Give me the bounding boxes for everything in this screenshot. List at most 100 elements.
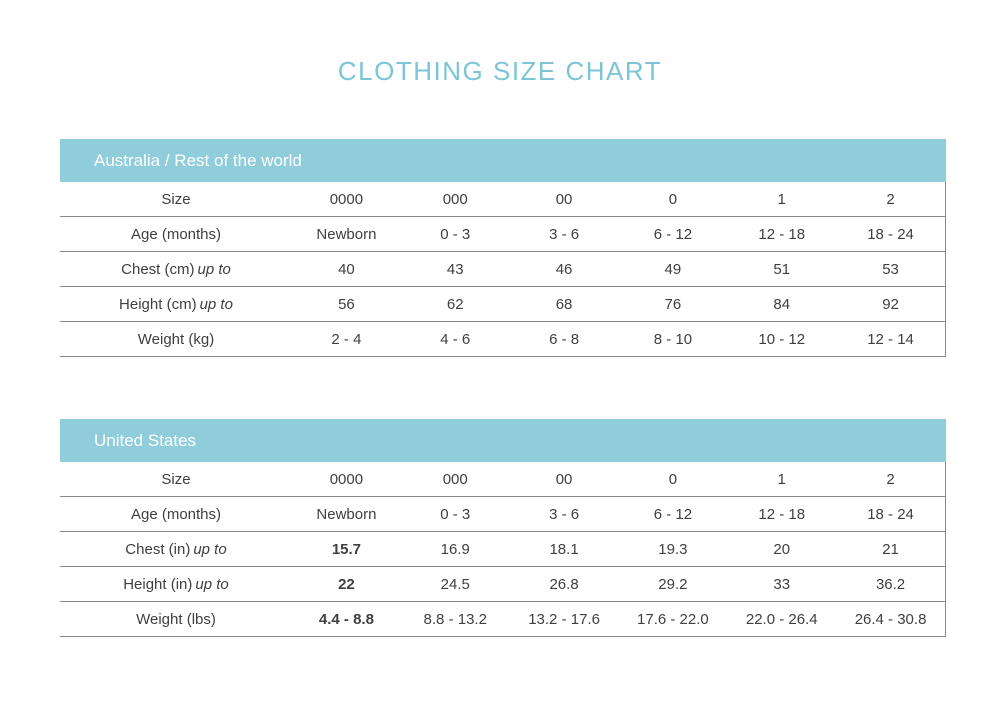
cell: 4 - 6 bbox=[440, 330, 471, 348]
cell: 76 bbox=[664, 295, 682, 313]
cell: 0 bbox=[668, 470, 678, 488]
row-label: Weight (kg) bbox=[60, 331, 292, 348]
cell: 53 bbox=[882, 260, 899, 278]
cell: 26.8 bbox=[549, 575, 579, 593]
cell: 2 bbox=[886, 190, 895, 208]
cell: 56 bbox=[338, 295, 355, 313]
row-label-text: Chest (in) bbox=[125, 540, 191, 558]
row-label: Size bbox=[60, 471, 292, 488]
cell: 3 - 6 bbox=[549, 505, 580, 523]
row-label: Size bbox=[60, 191, 292, 208]
row-label: Height (in) up to bbox=[60, 576, 292, 593]
row-label-text: Weight (kg) bbox=[137, 330, 215, 348]
row-label-text: Weight (lbs) bbox=[136, 610, 216, 628]
cell: 1 bbox=[777, 470, 786, 488]
cell: 2 - 4 bbox=[331, 330, 362, 348]
cell: 6 - 12 bbox=[653, 225, 693, 243]
row-label-suffix: up to bbox=[197, 260, 231, 278]
cell: 49 bbox=[664, 260, 682, 278]
cell: 36.2 bbox=[875, 575, 906, 593]
cell: 18.1 bbox=[549, 540, 579, 558]
cell: 0000 bbox=[329, 190, 364, 208]
cell: 26.4 - 30.8 bbox=[854, 610, 927, 628]
table-row-chest: Chest (cm) up to 40 43 46 49 51 53 bbox=[60, 252, 945, 287]
cell: 6 - 12 bbox=[653, 505, 693, 523]
cell: 46 bbox=[555, 260, 573, 278]
row-label: Age (months) bbox=[60, 506, 292, 523]
cell: 84 bbox=[773, 295, 791, 313]
table-body-australia: Size 0000 000 00 0 1 2 Age (months) Newb… bbox=[60, 182, 946, 357]
cell: Newborn bbox=[316, 225, 377, 243]
cell: 43 bbox=[446, 260, 464, 278]
row-label-suffix: up to bbox=[199, 295, 233, 313]
row-label-text: Age (months) bbox=[130, 505, 222, 523]
table-australia: Australia / Rest of the world Size 0000 … bbox=[60, 139, 946, 357]
cell: 18 - 24 bbox=[867, 225, 914, 243]
cell: 17.6 - 22.0 bbox=[637, 610, 709, 628]
cell: 2 bbox=[886, 470, 895, 488]
cell: 21 bbox=[882, 540, 899, 558]
row-label: Chest (in) up to bbox=[60, 541, 292, 558]
cell: 00 bbox=[555, 470, 573, 488]
row-label: Chest (cm) up to bbox=[60, 261, 292, 278]
table-header-australia: Australia / Rest of the world bbox=[60, 139, 946, 182]
cell: 00 bbox=[555, 190, 573, 208]
row-label-text: Age (months) bbox=[130, 225, 222, 243]
cell: 19.3 bbox=[658, 540, 688, 558]
row-label: Age (months) bbox=[60, 226, 292, 243]
table-row-height: Height (cm) up to 56 62 68 76 84 92 bbox=[60, 287, 945, 322]
cell: 8 - 10 bbox=[653, 330, 693, 348]
cell: 24.5 bbox=[440, 575, 470, 593]
cell: 92 bbox=[882, 295, 899, 313]
cell: 29.2 bbox=[658, 575, 688, 593]
cell: 1 bbox=[777, 190, 786, 208]
cell: 12 - 18 bbox=[758, 505, 806, 523]
row-label-text: Height (cm) bbox=[119, 295, 197, 313]
cell: 20 bbox=[773, 540, 791, 558]
cell: 13.2 - 17.6 bbox=[528, 610, 600, 628]
cell: 000 bbox=[442, 470, 468, 488]
cell: 8.8 - 13.2 bbox=[423, 610, 487, 628]
cell: 18 - 24 bbox=[867, 505, 914, 523]
table-row-size: Size 0000 000 00 0 1 2 bbox=[60, 462, 945, 497]
table-body-united-states: Size 0000 000 00 0 1 2 Age (months) Newb… bbox=[60, 462, 946, 637]
cell: 15.7 bbox=[331, 540, 362, 558]
row-label-text: Chest (cm) bbox=[121, 260, 195, 278]
cell: 33 bbox=[773, 575, 791, 593]
cell: 000 bbox=[442, 190, 468, 208]
page-title: CLOTHING SIZE CHART bbox=[337, 56, 663, 86]
cell: 10 - 12 bbox=[758, 330, 806, 348]
table-united-states: United States Size 0000 000 00 0 1 2 Age… bbox=[60, 419, 946, 637]
cell: 12 - 18 bbox=[758, 225, 806, 243]
row-label-suffix: up to bbox=[195, 575, 229, 593]
cell: 0 bbox=[668, 190, 678, 208]
cell: 62 bbox=[446, 295, 464, 313]
table-row-weight: Weight (kg) 2 - 4 4 - 6 6 - 8 8 - 10 10 … bbox=[60, 322, 945, 357]
cell: 4.4 - 8.8 bbox=[318, 610, 374, 628]
cell: 0 - 3 bbox=[440, 505, 471, 523]
row-label-text: Size bbox=[161, 190, 191, 208]
cell: Newborn bbox=[316, 505, 377, 523]
table-row-size: Size 0000 000 00 0 1 2 bbox=[60, 182, 945, 217]
cell: 22.0 - 26.4 bbox=[745, 610, 818, 628]
cell: 51 bbox=[773, 260, 791, 278]
cell: 3 - 6 bbox=[549, 225, 580, 243]
cell: 12 - 14 bbox=[867, 330, 914, 348]
table-row-chest: Chest (in) up to 15.7 16.9 18.1 19.3 20 2… bbox=[60, 532, 945, 567]
row-label-text: Height (in) bbox=[123, 575, 193, 593]
cell: 0 - 3 bbox=[440, 225, 471, 243]
row-label-text: Size bbox=[161, 470, 191, 488]
table-row-weight: Weight (lbs) 4.4 - 8.8 8.8 - 13.2 13.2 -… bbox=[60, 602, 945, 637]
table-row-age: Age (months) Newborn 0 - 3 3 - 6 6 - 12 … bbox=[60, 497, 945, 532]
cell: 16.9 bbox=[440, 540, 470, 558]
table-row-age: Age (months) Newborn 0 - 3 3 - 6 6 - 12 … bbox=[60, 217, 945, 252]
cell: 22 bbox=[338, 575, 355, 593]
cell: 40 bbox=[338, 260, 355, 278]
cell: 6 - 8 bbox=[549, 330, 580, 348]
row-label: Height (cm) up to bbox=[60, 296, 292, 313]
table-row-height: Height (in) up to 22 24.5 26.8 29.2 33 36… bbox=[60, 567, 945, 602]
cell: 0000 bbox=[329, 470, 364, 488]
cell: 68 bbox=[555, 295, 573, 313]
row-label-suffix: up to bbox=[193, 540, 227, 558]
